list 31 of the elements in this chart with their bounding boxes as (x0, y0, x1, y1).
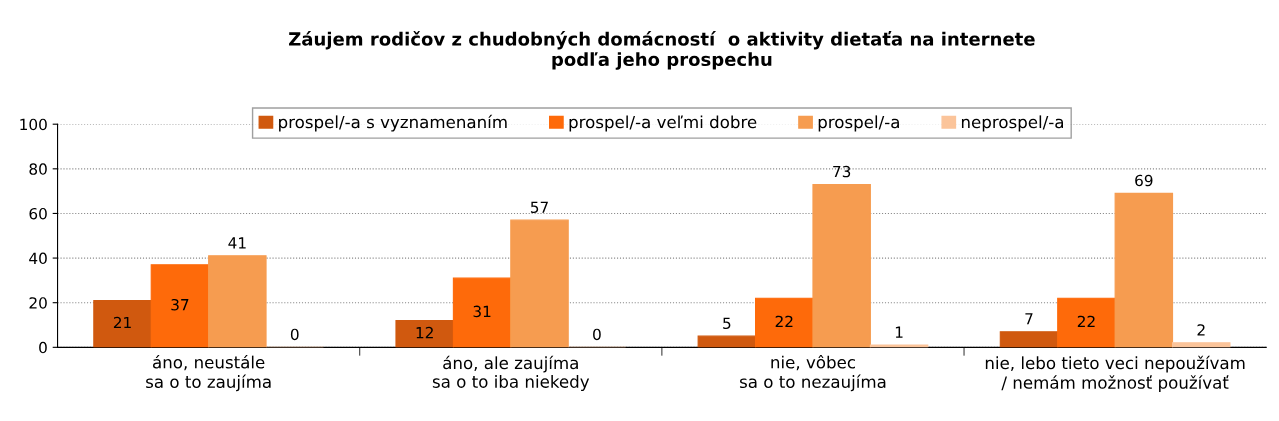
x-tick-label: nie, lebo tieto veci nepoužívam / nemám možnosť používať (985, 355, 1245, 393)
data-label: 22 (775, 315, 793, 327)
data-label: 41 (228, 237, 246, 249)
y-tick-label: 80 (29, 163, 47, 175)
legend-label: prospel/-a (818, 115, 899, 132)
x-tick-label: áno, ale zaujíma sa o to iba niekedy (432, 355, 590, 392)
data-label: 22 (1077, 315, 1095, 327)
data-label: 73 (833, 165, 851, 178)
data-label: 37 (171, 298, 189, 311)
y-tick-label: 20 (29, 297, 47, 309)
x-tick-label: áno, neustále sa o to zaujíma (146, 354, 271, 392)
y-tick-label: 100 (20, 118, 47, 131)
data-label: 21 (113, 316, 131, 329)
legend-label: prospel/-a s vyznamenaním (279, 114, 507, 132)
data-label: 1 (895, 326, 903, 338)
chart-title: Záujem rodičov z chudobných domácností o aktivity dietaťa na internete podľa jeho prospechu (289, 30, 1035, 70)
data-label: 0 (290, 328, 299, 341)
data-label: 57 (530, 201, 548, 214)
data-label: 2 (1197, 324, 1205, 336)
data-label: 31 (473, 305, 491, 318)
data-label: 0 (593, 328, 601, 341)
y-tick-label: 40 (29, 252, 47, 265)
y-tick-label: 0 (39, 341, 47, 354)
data-label: 5 (723, 317, 731, 330)
y-tick-label: 60 (29, 207, 47, 220)
legend-label: prospel/-a veľmi dobre (569, 115, 757, 132)
legend-label: neprospel/-a (961, 115, 1063, 132)
data-label: 12 (416, 326, 433, 339)
x-tick-label: nie, vôbec sa o to nezaujíma (739, 354, 886, 392)
data-label: 7 (1025, 313, 1033, 325)
data-label: 69 (1135, 174, 1153, 187)
